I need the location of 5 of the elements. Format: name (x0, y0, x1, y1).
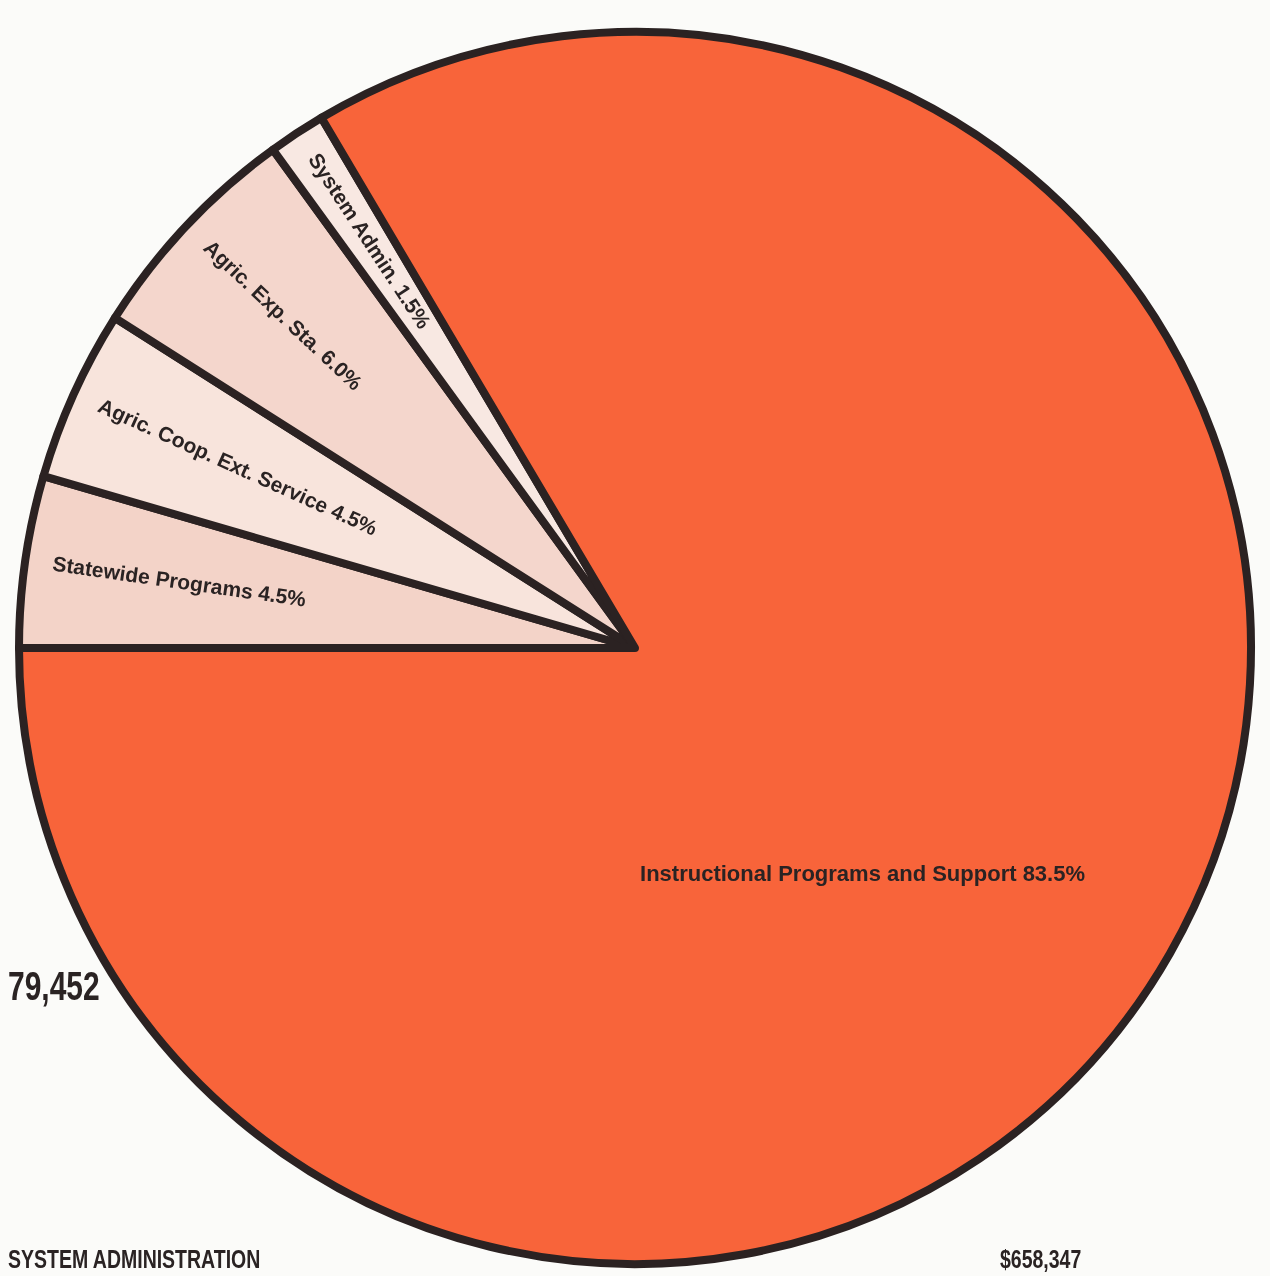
text: 79,452 (8, 963, 100, 1008)
slice-label: Instructional Programs and Support 83.5% (640, 860, 1086, 886)
slice-label: Statewide Programs 4.5% (51, 551, 308, 611)
text: SYSTEM ADMINISTRATION (8, 1244, 261, 1274)
text: $658,347 (1000, 1244, 1082, 1274)
